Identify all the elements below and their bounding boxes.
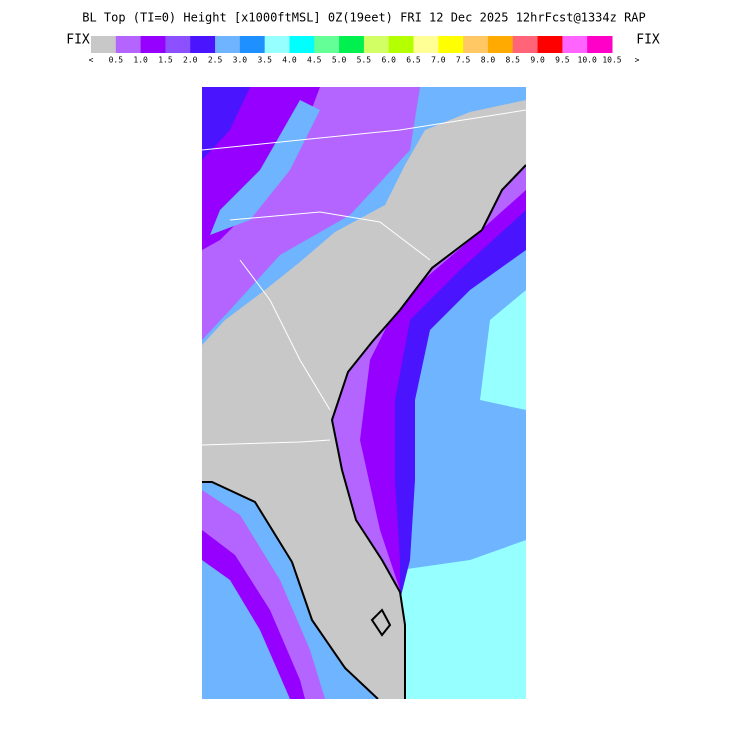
state-border (202, 439, 331, 446)
colorbar-label: 8.0 (481, 56, 496, 65)
colorbar-label: 4.5 (307, 56, 322, 65)
color-box (339, 36, 365, 53)
color-box (140, 36, 166, 53)
colorbar-label: 6.0 (381, 56, 396, 65)
colorbar-label: 3.0 (233, 56, 248, 65)
fix-right: FIX (636, 33, 660, 48)
colorbar-label: 9.5 (555, 56, 570, 65)
shade (330, 170, 526, 600)
state-border (229, 211, 431, 261)
colorbar-label: 7.5 (456, 56, 471, 65)
colorbar-label: 2.5 (208, 56, 223, 65)
color-box (115, 36, 142, 53)
color-box (438, 36, 464, 53)
colorbar-label: 8.5 (506, 56, 521, 65)
color-box (264, 36, 290, 53)
lake (370, 608, 392, 637)
colorbar-label: 2.0 (183, 56, 198, 65)
land (202, 100, 526, 699)
color-box (388, 36, 415, 53)
title: BL Top (TI=0) Height [x1000ftMSL] 0Z(19e… (82, 11, 646, 25)
low-arrow: < (89, 56, 94, 65)
shade (330, 160, 526, 590)
color-box (537, 36, 563, 53)
colorbar-label: 4.0 (282, 56, 297, 65)
state-border (239, 259, 331, 411)
colorbar-label: 10.5 (602, 56, 621, 65)
color-box (289, 36, 315, 53)
map (202, 87, 526, 699)
colorbar-label: 0.5 (109, 56, 124, 65)
shade (400, 540, 526, 699)
high-arrow: > (635, 56, 640, 65)
colorbar-label: 1.0 (133, 56, 148, 65)
color-box (165, 36, 191, 53)
colorbar-label: 7.0 (431, 56, 446, 65)
colorbar-label: 10.0 (578, 56, 597, 65)
color-box (413, 36, 439, 53)
colorbar-label: 1.5 (158, 56, 173, 65)
shade (202, 560, 290, 699)
colorbar: 0.5 1.0 1.5 2.0 2.5 3.0 3.5 4.0 4.5 5.0 5.5 6.0 6.5 7… (91, 36, 622, 65)
color-box (587, 36, 613, 53)
color-box (512, 36, 539, 53)
state-border (202, 109, 526, 151)
color-box (463, 36, 489, 53)
shade (480, 290, 526, 410)
color-box (363, 36, 390, 53)
shade (202, 87, 250, 160)
color-box (239, 36, 266, 53)
color-box (562, 36, 588, 53)
fix-left: FIX (66, 33, 90, 48)
colorbar-label: 5.0 (332, 56, 347, 65)
colorbar-label: 6.5 (406, 56, 421, 65)
coastline (330, 164, 526, 699)
color-box (190, 36, 216, 53)
color-box (215, 36, 241, 53)
color-box (91, 36, 117, 53)
shade (210, 100, 320, 235)
colorbar-label: 5.5 (357, 56, 372, 65)
coastline (202, 481, 379, 699)
color-box (314, 36, 340, 53)
colorbar-label: 9.0 (530, 56, 545, 65)
colorbar-label: 3.5 (257, 56, 272, 65)
color-box (487, 36, 514, 53)
